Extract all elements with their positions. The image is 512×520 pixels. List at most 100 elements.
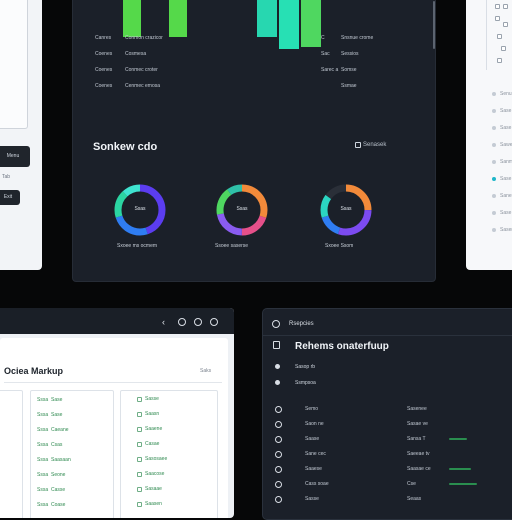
row-label[interactable]: Sasse <box>305 496 319 502</box>
row-checkbox[interactable] <box>137 472 142 477</box>
donut-segment <box>320 184 372 236</box>
settings-icon[interactable] <box>210 318 218 326</box>
checkbox[interactable] <box>503 4 508 9</box>
bar-green-2 <box>169 0 187 37</box>
row-value: Saasae ce <box>407 466 431 472</box>
cell-value[interactable]: Saasaan <box>51 457 71 463</box>
row-status-icon <box>275 406 282 413</box>
table-row[interactable]: Coenes Conmec croter Sarec a Somse <box>95 67 415 75</box>
radio-option[interactable] <box>492 160 496 164</box>
row-label[interactable]: Saon ne <box>305 421 324 427</box>
row-status-icon <box>275 451 282 458</box>
table-cell: Canres <box>95 35 112 41</box>
row-value: Sasae ve <box>407 421 428 427</box>
sub-item-1[interactable]: Sasop rb <box>295 364 316 370</box>
table-cell: Ssmae <box>341 83 357 89</box>
donut-3-caption: Sxoee Ssom <box>325 243 354 249</box>
row-checkbox[interactable] <box>137 457 142 462</box>
markup-corner-label: Saks <box>200 368 212 374</box>
row-status-icon <box>275 421 282 428</box>
radio-option-label: Sase <box>500 176 512 182</box>
data-table: Canres Conmon crazicor C Snsnue crome Coenes… <box>95 35 415 105</box>
donut-segment <box>320 184 372 236</box>
cell-value[interactable]: Casse <box>51 487 66 493</box>
row-label[interactable]: Saase <box>305 436 320 442</box>
header-action[interactable]: Senasek <box>355 142 386 148</box>
cell-key: Sssa <box>37 397 49 403</box>
back-icon[interactable]: ‹ <box>162 317 165 327</box>
bar-teal-2 <box>279 0 299 49</box>
cell-value: Saacose <box>145 471 165 477</box>
table-row[interactable]: Coenes Cosmesa Sac Sessios <box>95 51 415 59</box>
table-cell: Sessios <box>341 51 359 57</box>
radio-option[interactable] <box>492 228 496 232</box>
cell-value: Saasn <box>145 411 160 417</box>
checkbox[interactable] <box>497 34 502 39</box>
filter-icon <box>355 142 361 148</box>
cell-value: Sasaae <box>145 486 162 492</box>
cell-value[interactable]: Caeane <box>51 427 69 433</box>
table-cell: Cosmesa <box>125 51 147 57</box>
row-label[interactable]: Cass soae <box>305 481 329 487</box>
table-cell: Coenes <box>95 83 113 89</box>
row-checkbox[interactable] <box>137 502 142 507</box>
refresh-icon[interactable] <box>178 318 186 326</box>
radio-option[interactable] <box>492 143 496 147</box>
row-status-icon <box>275 496 282 503</box>
donut-chart-3: Ssas <box>317 181 375 239</box>
row-label[interactable]: Semo <box>305 406 319 412</box>
donut-chart-2: Ssas <box>213 181 271 239</box>
cell-value[interactable]: Csas <box>51 442 63 448</box>
progress-indicator <box>449 483 477 485</box>
checkbox[interactable] <box>497 58 502 63</box>
checkbox[interactable] <box>495 4 500 9</box>
radio-option[interactable] <box>492 194 496 198</box>
divider <box>263 335 512 336</box>
cell-key: Sssa <box>37 412 49 418</box>
radio-option[interactable] <box>492 92 496 96</box>
radio-option-label: Sawe <box>500 142 512 148</box>
table-row[interactable]: Coenes Cenmec emosa Ssmae <box>95 83 415 91</box>
document-icon <box>273 341 280 349</box>
checkbox[interactable] <box>501 46 506 51</box>
table-row[interactable]: Canres Conmon crazicor C Snsnue crome <box>95 35 415 43</box>
cell-value[interactable]: Sase <box>51 397 63 403</box>
row-checkbox[interactable] <box>137 397 142 402</box>
cell-value: Saaene <box>145 426 163 432</box>
row-checkbox[interactable] <box>137 487 142 492</box>
radio-option[interactable] <box>492 126 496 130</box>
donut-segment <box>114 184 166 236</box>
history-icon[interactable] <box>194 318 202 326</box>
row-checkbox[interactable] <box>137 442 142 447</box>
bullet-icon <box>275 364 280 369</box>
table-cell: Conmec croter <box>125 67 158 73</box>
sub-item-2[interactable]: Ssmpsoa <box>295 380 316 386</box>
row-value: Sansa T <box>407 436 426 442</box>
row-checkbox[interactable] <box>137 412 142 417</box>
schedule-window: Rsepcies Rehems onaterfuup Sasop rb Ssmp… <box>262 308 512 520</box>
cell-value[interactable]: Sase <box>51 412 63 418</box>
left-side-label: Tab <box>2 174 11 180</box>
row-index-column <box>0 390 23 518</box>
donut-2-caption: Ssoee saserse <box>215 243 249 249</box>
radio-option[interactable] <box>492 109 496 113</box>
tab-label[interactable]: Rsepcies <box>289 321 314 327</box>
row-status-icon <box>275 436 282 443</box>
bar-green-1 <box>123 0 141 37</box>
radio-option[interactable] <box>492 211 496 215</box>
table-cell: Conmon crazicor <box>125 35 163 41</box>
exit-button[interactable]: Exit <box>0 190 20 205</box>
radio-option[interactable] <box>492 177 496 181</box>
scrollbar[interactable] <box>433 1 435 49</box>
cell-value[interactable]: Coase <box>51 502 66 508</box>
row-checkbox[interactable] <box>137 427 142 432</box>
row-label[interactable]: Saaese <box>305 466 322 472</box>
row-label[interactable]: Sane cec <box>305 451 326 457</box>
radio-option-label: Sase <box>500 108 512 114</box>
checkbox[interactable] <box>495 16 500 21</box>
bar-green-3 <box>301 0 321 47</box>
divider <box>4 382 222 383</box>
checkbox[interactable] <box>503 22 508 27</box>
cell-value[interactable]: Seone <box>51 472 66 478</box>
menu-button[interactable]: Menu <box>0 146 30 167</box>
